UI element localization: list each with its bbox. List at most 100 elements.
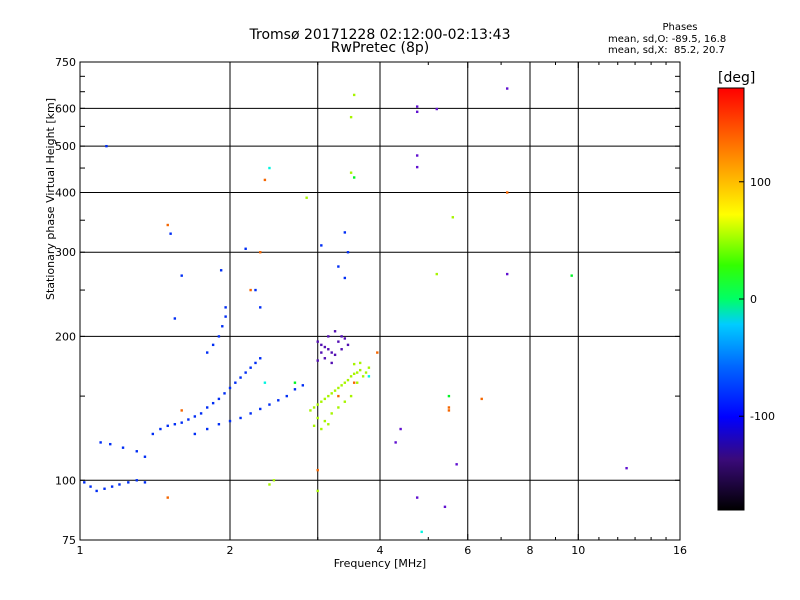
data-point [217,397,221,401]
data-point [323,419,327,423]
data-point [420,530,423,534]
phase-legend-o-mode: mean, sd,O: -89.5, 16.8 [608,34,727,45]
data-point [268,166,271,170]
data-point [327,335,330,338]
data-point [349,115,353,119]
data-point [337,265,340,268]
data-point [343,231,347,234]
data-point [228,419,232,423]
data-point [399,427,402,431]
data-point [239,376,242,379]
colorbar-tick-label: 100 [750,176,771,189]
phase-legend-x-mode: mean, sd,X: 85.2, 20.7 [608,45,725,56]
y-tick-label: 750 [55,56,76,69]
data-point [320,244,323,247]
data-point [277,399,280,402]
data-point [316,403,319,406]
data-point [234,381,237,384]
chart-subtitle: RwPretec (8p) [330,40,430,56]
data-point [320,427,323,431]
y-tick-label: 300 [55,246,76,259]
data-point [415,105,419,108]
data-point [217,423,221,426]
data-point [249,366,252,369]
data-point [320,400,323,403]
data-point [346,378,350,382]
data-point [309,409,312,412]
y-tick-label: 400 [55,186,76,199]
y-tick-label: 100 [55,474,76,487]
data-point [415,496,419,499]
data-point [337,394,340,398]
data-point [343,276,347,280]
data-point [159,427,162,431]
data-point [121,446,125,449]
data-point [263,381,267,384]
data-point [221,325,224,328]
colorbar-tick-label: -100 [750,410,775,423]
phase-colorbar: 100 0 -100 [717,87,775,511]
data-point [244,247,247,250]
data-point [330,392,333,395]
x-tick-label: 1 [77,544,84,557]
data-point [244,371,247,374]
data-point [352,93,356,97]
data-point [268,483,271,486]
data-point [355,371,359,374]
data-point [305,196,308,199]
data-point [205,351,209,354]
data-point [343,400,347,403]
data-point [320,343,323,347]
x-tick-label: 16 [673,544,687,557]
data-point [135,479,138,482]
data-point [376,351,379,354]
data-point [340,384,343,387]
data-point [480,397,483,401]
data-point [211,401,215,405]
data-point [180,274,183,277]
data-points [83,87,628,534]
data-point [330,412,333,415]
data-point [217,335,221,338]
data-point [173,317,177,320]
data-point [415,110,419,114]
data-point [625,466,628,470]
data-point [367,366,371,369]
data-point [199,412,203,415]
data-point [352,372,356,376]
data-point [352,362,356,366]
data-point [447,394,451,398]
data-point [316,416,319,420]
data-point [323,357,327,360]
colorbar-unit-label: [deg] [718,70,756,86]
data-point [435,272,438,276]
data-point [193,415,197,418]
data-point [263,178,267,182]
data-point [180,409,183,412]
data-point [205,427,209,431]
data-point [268,403,271,406]
x-tick-label: 8 [527,544,534,557]
data-point [358,368,362,372]
data-point [151,432,155,436]
data-point [570,274,573,277]
data-point [239,416,242,420]
data-point [316,468,319,472]
data-point [99,441,102,444]
data-point [228,386,232,390]
data-point [301,384,305,387]
data-point [364,371,368,374]
data-point [327,423,330,426]
grid-lines [80,62,680,540]
data-point [254,288,257,292]
data-point [320,351,323,354]
data-point [224,306,227,309]
data-point [83,481,86,484]
data-point [349,171,353,174]
data-point [361,375,365,378]
x-tick-label: 10 [571,544,585,557]
data-point [135,450,138,453]
data-point [367,375,371,378]
data-point [333,389,337,392]
